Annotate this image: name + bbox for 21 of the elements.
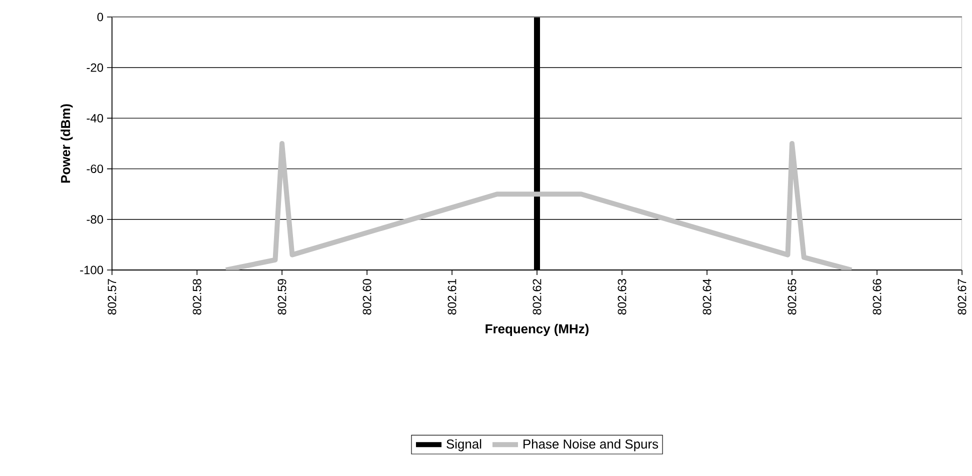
legend-label: Phase Noise and Spurs bbox=[524, 439, 658, 452]
x-tick-label: 802.60 bbox=[362, 278, 372, 315]
y-tick-label: -20 bbox=[86, 63, 104, 72]
x-tick-label: 802.59 bbox=[278, 279, 286, 315]
y-tick-label: -100 bbox=[80, 266, 104, 274]
x-tick-label: 802.61 bbox=[448, 279, 456, 315]
x-tick-label: 802.57 bbox=[108, 279, 116, 315]
x-axis-title: Frequency (MHz) bbox=[486, 324, 589, 336]
y-tick-label: 0 bbox=[97, 12, 104, 22]
x-tick-label: 802.58 bbox=[192, 279, 202, 315]
y-tick-label: -40 bbox=[86, 114, 104, 122]
x-tick-label: 802.65 bbox=[788, 279, 796, 315]
y-axis-title: Power (dBm) bbox=[60, 104, 73, 183]
x-tick-label: 802.63 bbox=[618, 279, 626, 315]
x-tick-label: 802.62 bbox=[532, 279, 542, 315]
x-tick-label: 802.64 bbox=[702, 278, 712, 315]
y-tick-label: -60 bbox=[86, 164, 104, 174]
x-tick-label: 802.67 bbox=[958, 279, 966, 315]
x-tick-label: 802.66 bbox=[872, 279, 882, 315]
legend-label: Signal bbox=[446, 439, 482, 452]
y-tick-label: -80 bbox=[86, 215, 104, 224]
